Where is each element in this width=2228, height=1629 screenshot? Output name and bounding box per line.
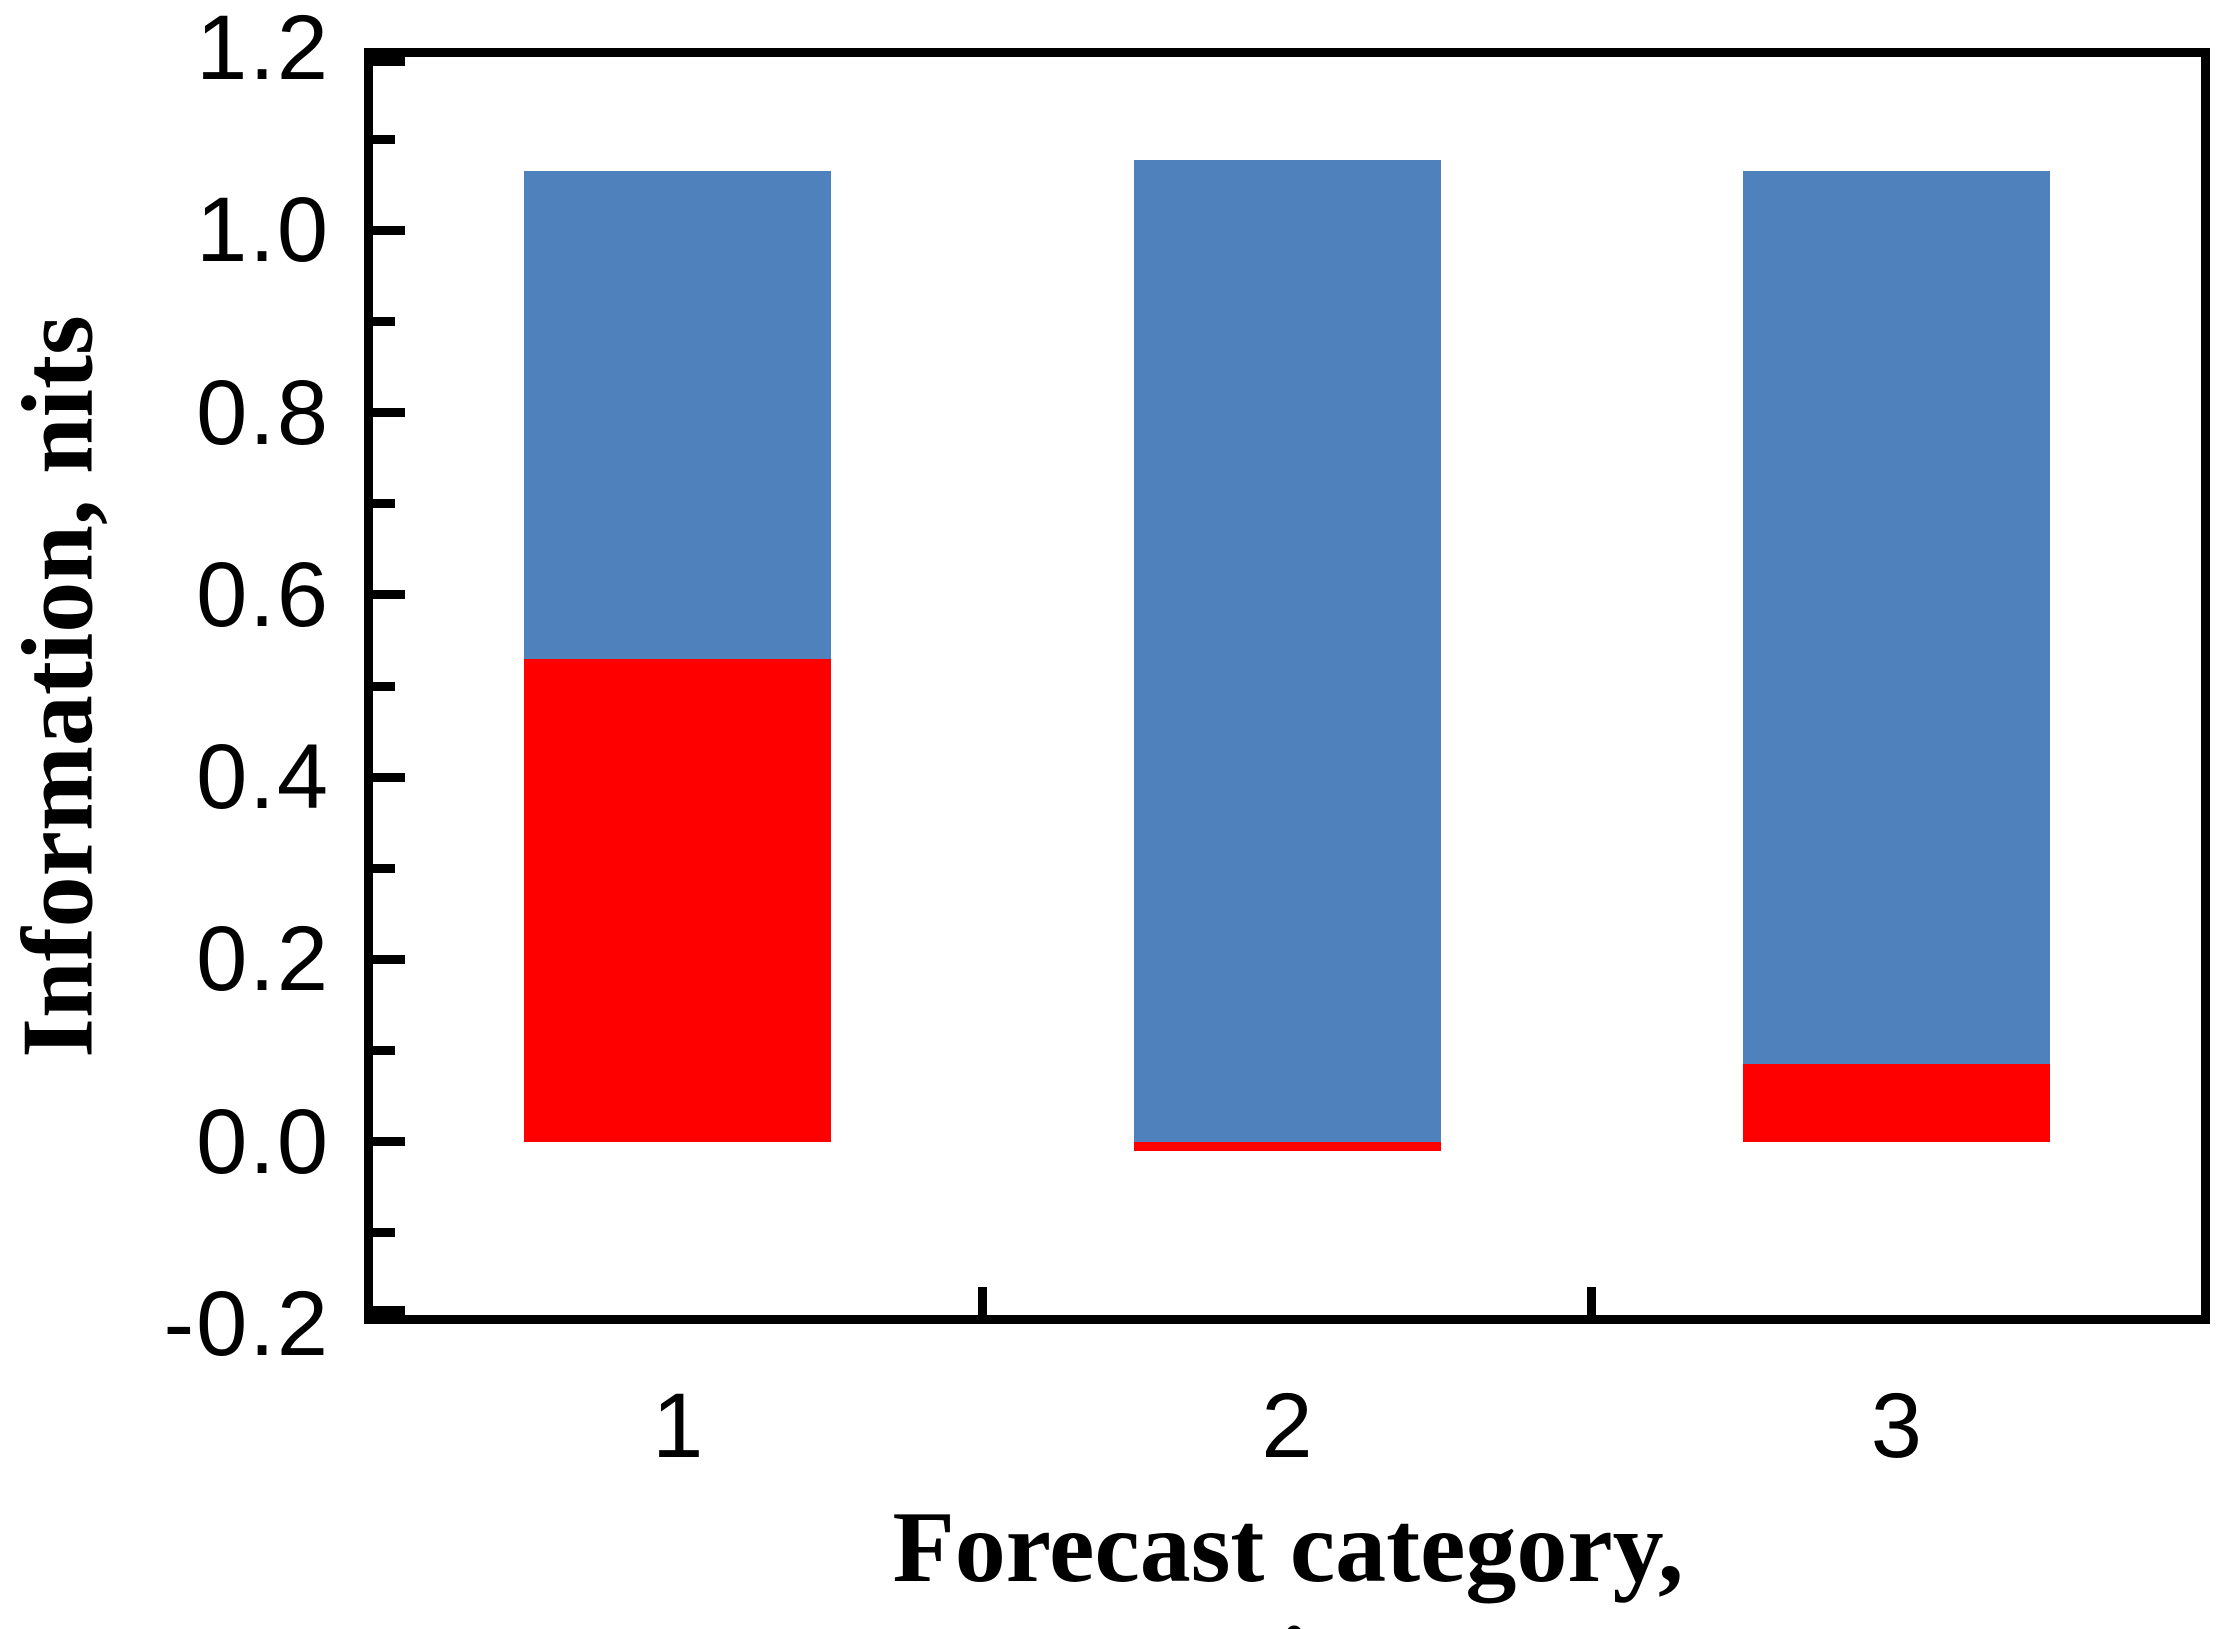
- y-major-tick: [373, 590, 405, 600]
- x-boundary-tick: [977, 1287, 987, 1315]
- y-tick-label: 1.0: [196, 179, 330, 282]
- bar-category-1-red-segment: [524, 658, 832, 1142]
- bar-category-1-blue-segment: [524, 171, 832, 659]
- y-tick-label: 1.2: [196, 0, 330, 99]
- bar-category-3-red-segment: [1742, 1064, 2050, 1142]
- y-tick-label: 0.8: [196, 361, 330, 464]
- x-axis-title-variable: i: [1274, 1606, 1302, 1629]
- x-axis-title: Forecast category, i: [888, 1490, 1688, 1629]
- x-axis-title-text: Forecast category,: [892, 1491, 1684, 1604]
- x-tick-label: 3: [1870, 1375, 1922, 1477]
- plot-area: [364, 48, 2210, 1324]
- y-minor-tick: [373, 1228, 395, 1238]
- x-tick-label: 1: [652, 1375, 704, 1477]
- x-boundary-tick: [1587, 1287, 1597, 1315]
- y-major-tick: [373, 225, 405, 235]
- y-minor-tick: [373, 863, 395, 873]
- y-major-tick: [373, 772, 405, 782]
- y-major-tick: [373, 57, 405, 66]
- y-minor-tick: [373, 681, 395, 691]
- y-major-tick: [373, 954, 405, 964]
- bar-category-3-blue-segment: [1742, 171, 2050, 1065]
- y-minor-tick: [373, 134, 395, 144]
- y-tick-label: 0.0: [196, 1090, 330, 1193]
- y-minor-tick: [373, 316, 395, 326]
- y-major-tick: [373, 408, 405, 418]
- y-tick-label: 0.4: [196, 726, 330, 829]
- bar-category-2-red-segment: [1133, 1141, 1441, 1151]
- y-major-tick: [373, 1306, 405, 1315]
- y-tick-label: 0.6: [196, 543, 330, 646]
- y-tick-label: 0.2: [196, 908, 330, 1011]
- y-major-tick: [373, 1137, 405, 1147]
- bar-category-2-blue-segment: [1133, 160, 1441, 1142]
- y-minor-tick: [373, 499, 395, 509]
- y-tick-label: -0.2: [163, 1273, 330, 1375]
- x-tick-label: 2: [1261, 1375, 1313, 1477]
- y-minor-tick: [373, 1046, 395, 1056]
